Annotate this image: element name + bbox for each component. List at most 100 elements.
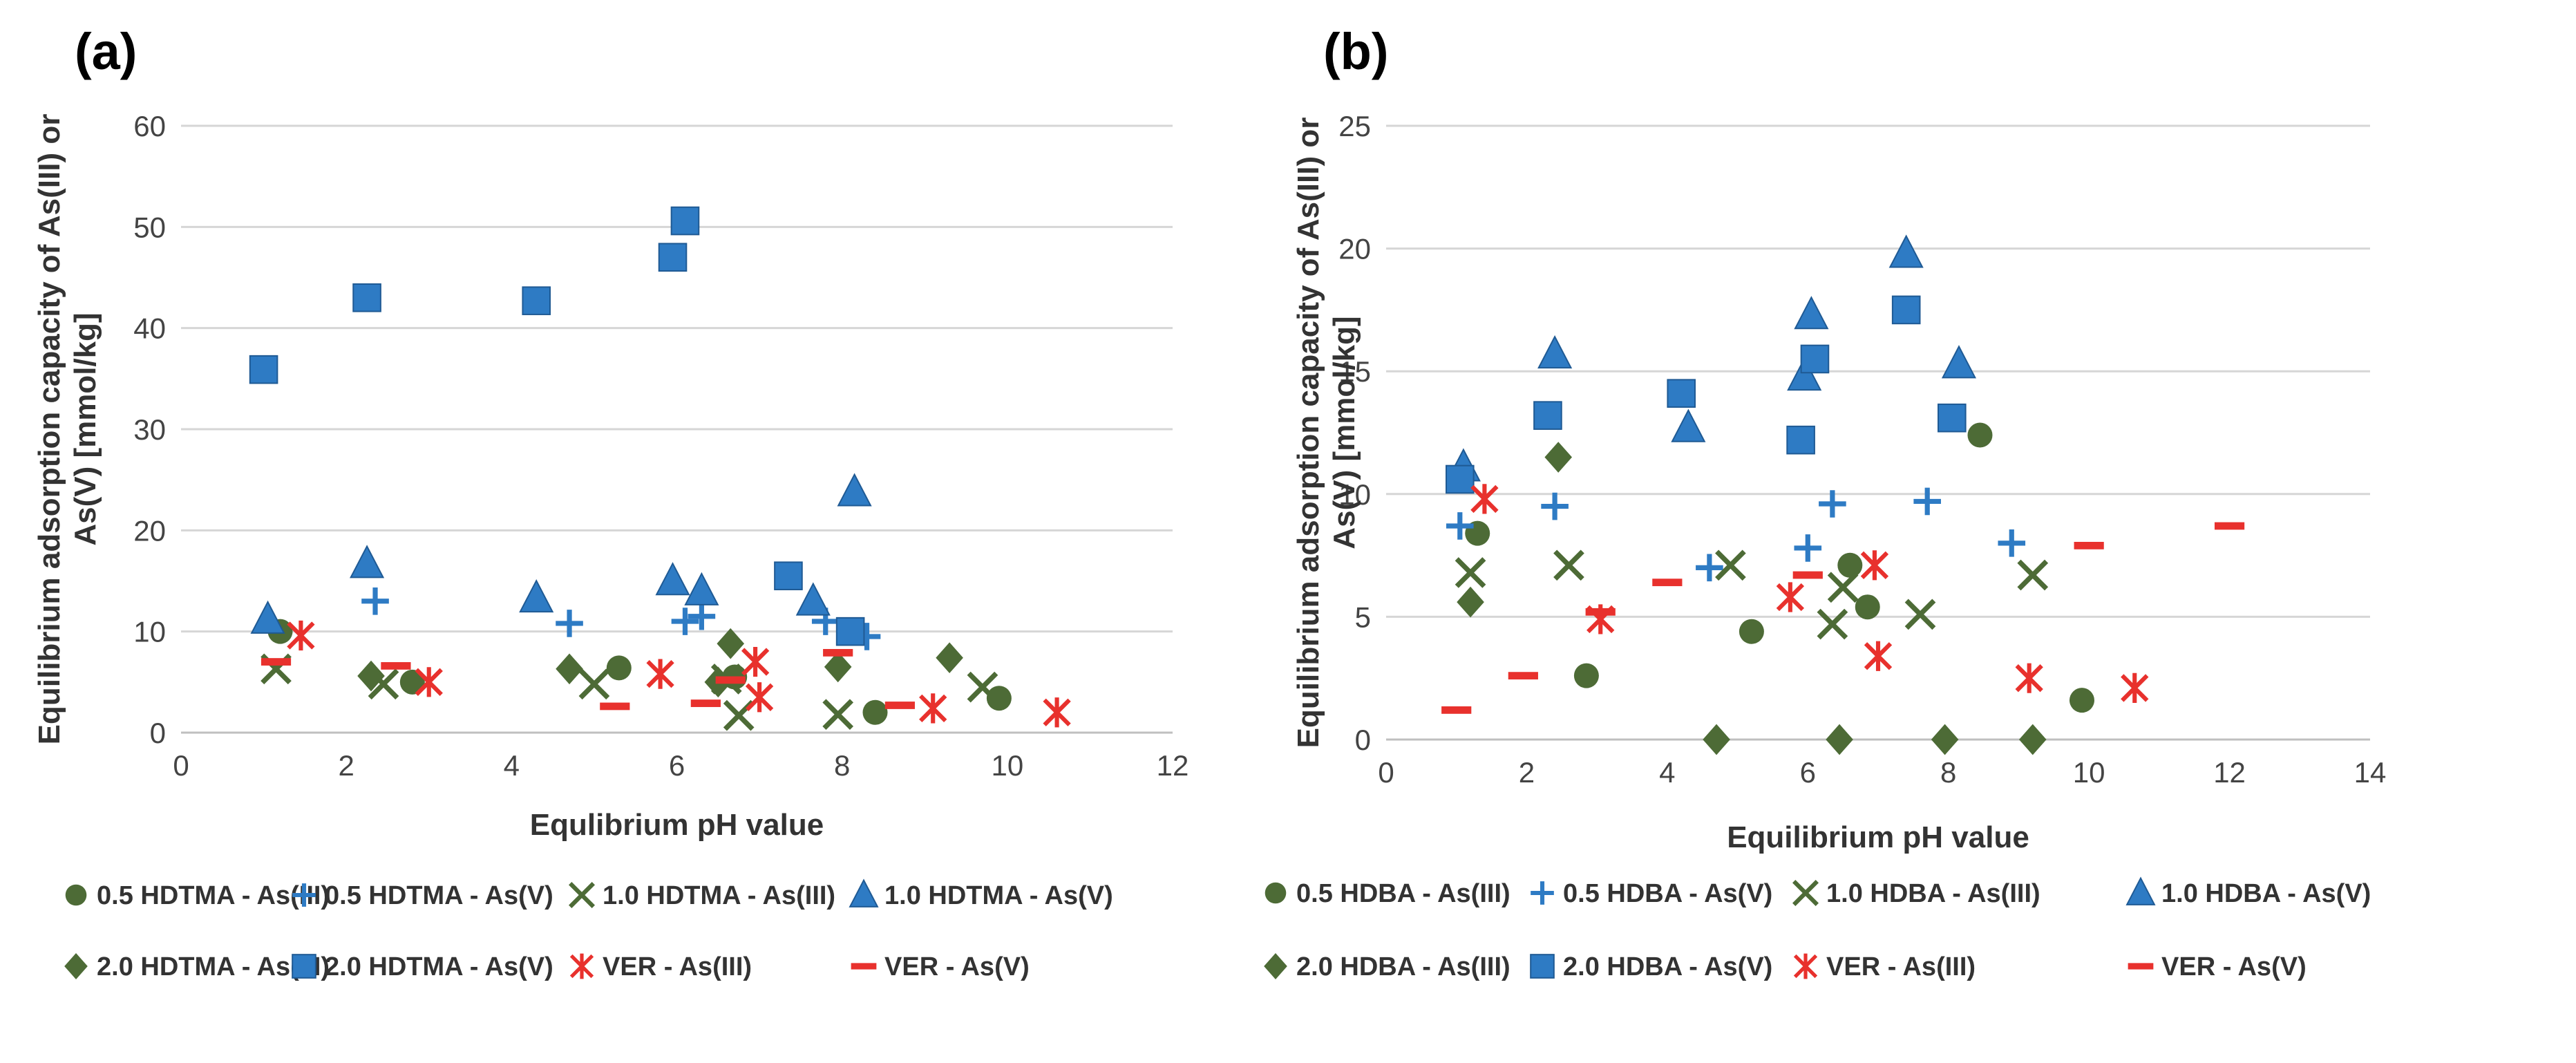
- series-ver-as-iii: [287, 620, 1071, 728]
- y-tick-label: 5: [1355, 601, 1371, 633]
- x-tick-label: 14: [2354, 756, 2387, 789]
- legend-marker: [292, 954, 316, 979]
- y-axis-title-line2: As(V) [mmol/kg]: [68, 312, 102, 545]
- data-point-0-5-hdba-as-iii: [1739, 619, 1764, 644]
- x-tick-label: 2: [338, 749, 354, 782]
- data-point-ver-as-iii: [646, 659, 674, 689]
- x-tick-label: 2: [1519, 756, 1535, 789]
- data-point-ver-as-v: [1652, 578, 1683, 587]
- series-1-0-hdba-as-v: [1446, 234, 1977, 482]
- data-point-ver-as-v: [1441, 706, 1472, 714]
- data-point-2-0-hdba-as-v: [1800, 344, 1830, 374]
- data-point-0-5-hdtma-as-v: [688, 602, 716, 630]
- y-tick-label: 0: [1355, 724, 1371, 756]
- data-point-ver-as-v: [884, 702, 915, 709]
- series-ver-as-iii: [1470, 484, 2149, 704]
- series-0-5-hdba-as-v: [1446, 487, 2026, 582]
- y-tick-label: 50: [133, 211, 166, 243]
- legend-label: VER - As(III): [1826, 952, 1976, 981]
- data-point-ver-as-iii: [1864, 641, 1893, 671]
- data-point-0-5-hdtma-as-v: [556, 610, 583, 637]
- data-point-1-0-hdtma-as-v: [684, 572, 719, 605]
- y-axis: 0 10 20 30 40 50 60: [133, 110, 1173, 749]
- legend-item: 0.5 HDTMA - As(V): [292, 881, 553, 910]
- data-point-1-0-hdba-as-iii: [1715, 549, 1746, 581]
- data-point-0-5-hdtma-as-iii: [606, 655, 632, 681]
- legend-label: 2.0 HDTMA - As(V): [325, 952, 553, 981]
- data-point-0-5-hdtma-as-iii: [986, 686, 1012, 711]
- legend-item: 2.0 HDBA - As(V): [1530, 952, 1772, 981]
- y-tick-label: 0: [150, 717, 166, 749]
- data-point-ver-as-v: [2214, 522, 2245, 530]
- data-point-1-0-hdba-as-v: [1941, 345, 1977, 379]
- y-tick-label: 10: [1338, 478, 1371, 511]
- data-point-ver-as-iii: [1776, 582, 1805, 612]
- data-point-1-0-hdtma-as-iii: [822, 699, 854, 731]
- legend-marker: [851, 963, 877, 970]
- data-point-1-0-hdtma-as-v: [519, 579, 554, 613]
- y-tick-label: 10: [133, 616, 166, 648]
- data-point-ver-as-iii: [2121, 672, 2149, 704]
- data-point-1-0-hdba-as-iii: [1904, 599, 1936, 630]
- legend-marker: [569, 953, 594, 979]
- data-point-ver-as-v: [1792, 571, 1823, 579]
- data-point-1-0-hdtma-as-v: [795, 582, 831, 616]
- x-tick-label: 6: [669, 749, 685, 782]
- x-tick-label: 8: [834, 749, 850, 782]
- data-point-0-5-hdba-as-iii: [1837, 552, 1863, 578]
- legend-item: 2.0 HDTMA - As(III): [64, 952, 330, 981]
- data-point-2-0-hdba-as-iii: [1826, 724, 1853, 755]
- x-axis-title: Equlibrium pH value: [530, 808, 824, 842]
- legend-marker: [64, 953, 88, 979]
- legend-label: 0.5 HDTMA - As(V): [325, 881, 553, 910]
- data-point-2-0-hdba-as-iii: [1931, 724, 1959, 755]
- legend-item: 2.0 HDTMA - As(V): [292, 952, 553, 981]
- legend-marker: [292, 883, 316, 907]
- data-point-1-0-hdtma-as-v: [655, 562, 690, 596]
- data-point-ver-as-iii: [1470, 484, 1499, 514]
- series-2-0-hdtma-as-v: [249, 206, 865, 646]
- data-point-0-5-hdba-as-v: [1696, 554, 1723, 582]
- data-point-0-5-hdba-as-v: [1819, 490, 1846, 518]
- data-point-2-0-hdtma-as-v: [352, 283, 381, 312]
- y-axis-title-line2: As(V) [mmol/kg]: [1327, 316, 1361, 549]
- legend-label: 0.5 HDTMA - As(III): [97, 881, 330, 910]
- data-point-2-0-hdtma-as-v: [774, 561, 803, 590]
- legend-label: VER - As(V): [884, 952, 1030, 981]
- data-point-0-5-hdtma-as-v: [671, 608, 699, 635]
- legend-item: 0.5 HDBA - As(III): [1265, 879, 1510, 908]
- series-1-0-hdba-as-iii: [1455, 549, 2049, 640]
- data-point-ver-as-v: [381, 662, 411, 670]
- data-point-2-0-hdtma-as-v: [522, 286, 551, 315]
- series-2-0-hdba-as-iii: [1457, 442, 2047, 755]
- data-point-2-0-hdba-as-v: [1446, 464, 1475, 494]
- legend-item: 2.0 HDBA - As(III): [1264, 952, 1510, 981]
- legend-label: 0.5 HDBA - As(V): [1563, 879, 1772, 908]
- data-points: [1441, 234, 2245, 755]
- data-point-2-0-hdtma-as-v: [249, 355, 278, 384]
- data-point-0-5-hdba-as-v: [1998, 529, 2026, 557]
- data-point-ver-as-v: [600, 702, 630, 711]
- legend-marker: [1531, 881, 1554, 905]
- legend-marker: [569, 882, 595, 908]
- data-point-ver-as-v: [690, 699, 721, 707]
- data-point-2-0-hdtma-as-v: [658, 243, 688, 272]
- series-ver-as-v: [1441, 522, 2245, 714]
- legend-label: 1.0 HDTMA - As(III): [603, 881, 835, 910]
- data-point-2-0-hdba-as-iii: [1703, 724, 1730, 755]
- data-point-1-0-hdba-as-iii: [1455, 557, 1486, 588]
- data-point-0-5-hdba-as-iii: [1967, 422, 1993, 448]
- legend-marker: [1793, 953, 1818, 979]
- panel-label: (b): [1323, 23, 1389, 80]
- data-point-ver-as-v: [261, 658, 292, 666]
- y-tick-label: 25: [1338, 110, 1371, 142]
- data-point-ver-as-v: [2074, 541, 2104, 549]
- y-tick-label: 30: [133, 413, 166, 446]
- data-point-2-0-hdtma-as-v: [835, 617, 865, 646]
- chart-panel-a: (a) 0 10 20 30 40 50 60 0 2 4 6 8 10 12 Equlibrium pH v…: [32, 23, 1188, 981]
- series-2-0-hdba-as-v: [1446, 295, 1967, 494]
- legend-label: 1.0 HDTMA - As(V): [884, 881, 1113, 910]
- legend-marker: [849, 878, 879, 907]
- x-axis-title: Equilibrium pH value: [1727, 820, 2029, 854]
- data-point-0-5-hdba-as-iii: [2069, 688, 2094, 713]
